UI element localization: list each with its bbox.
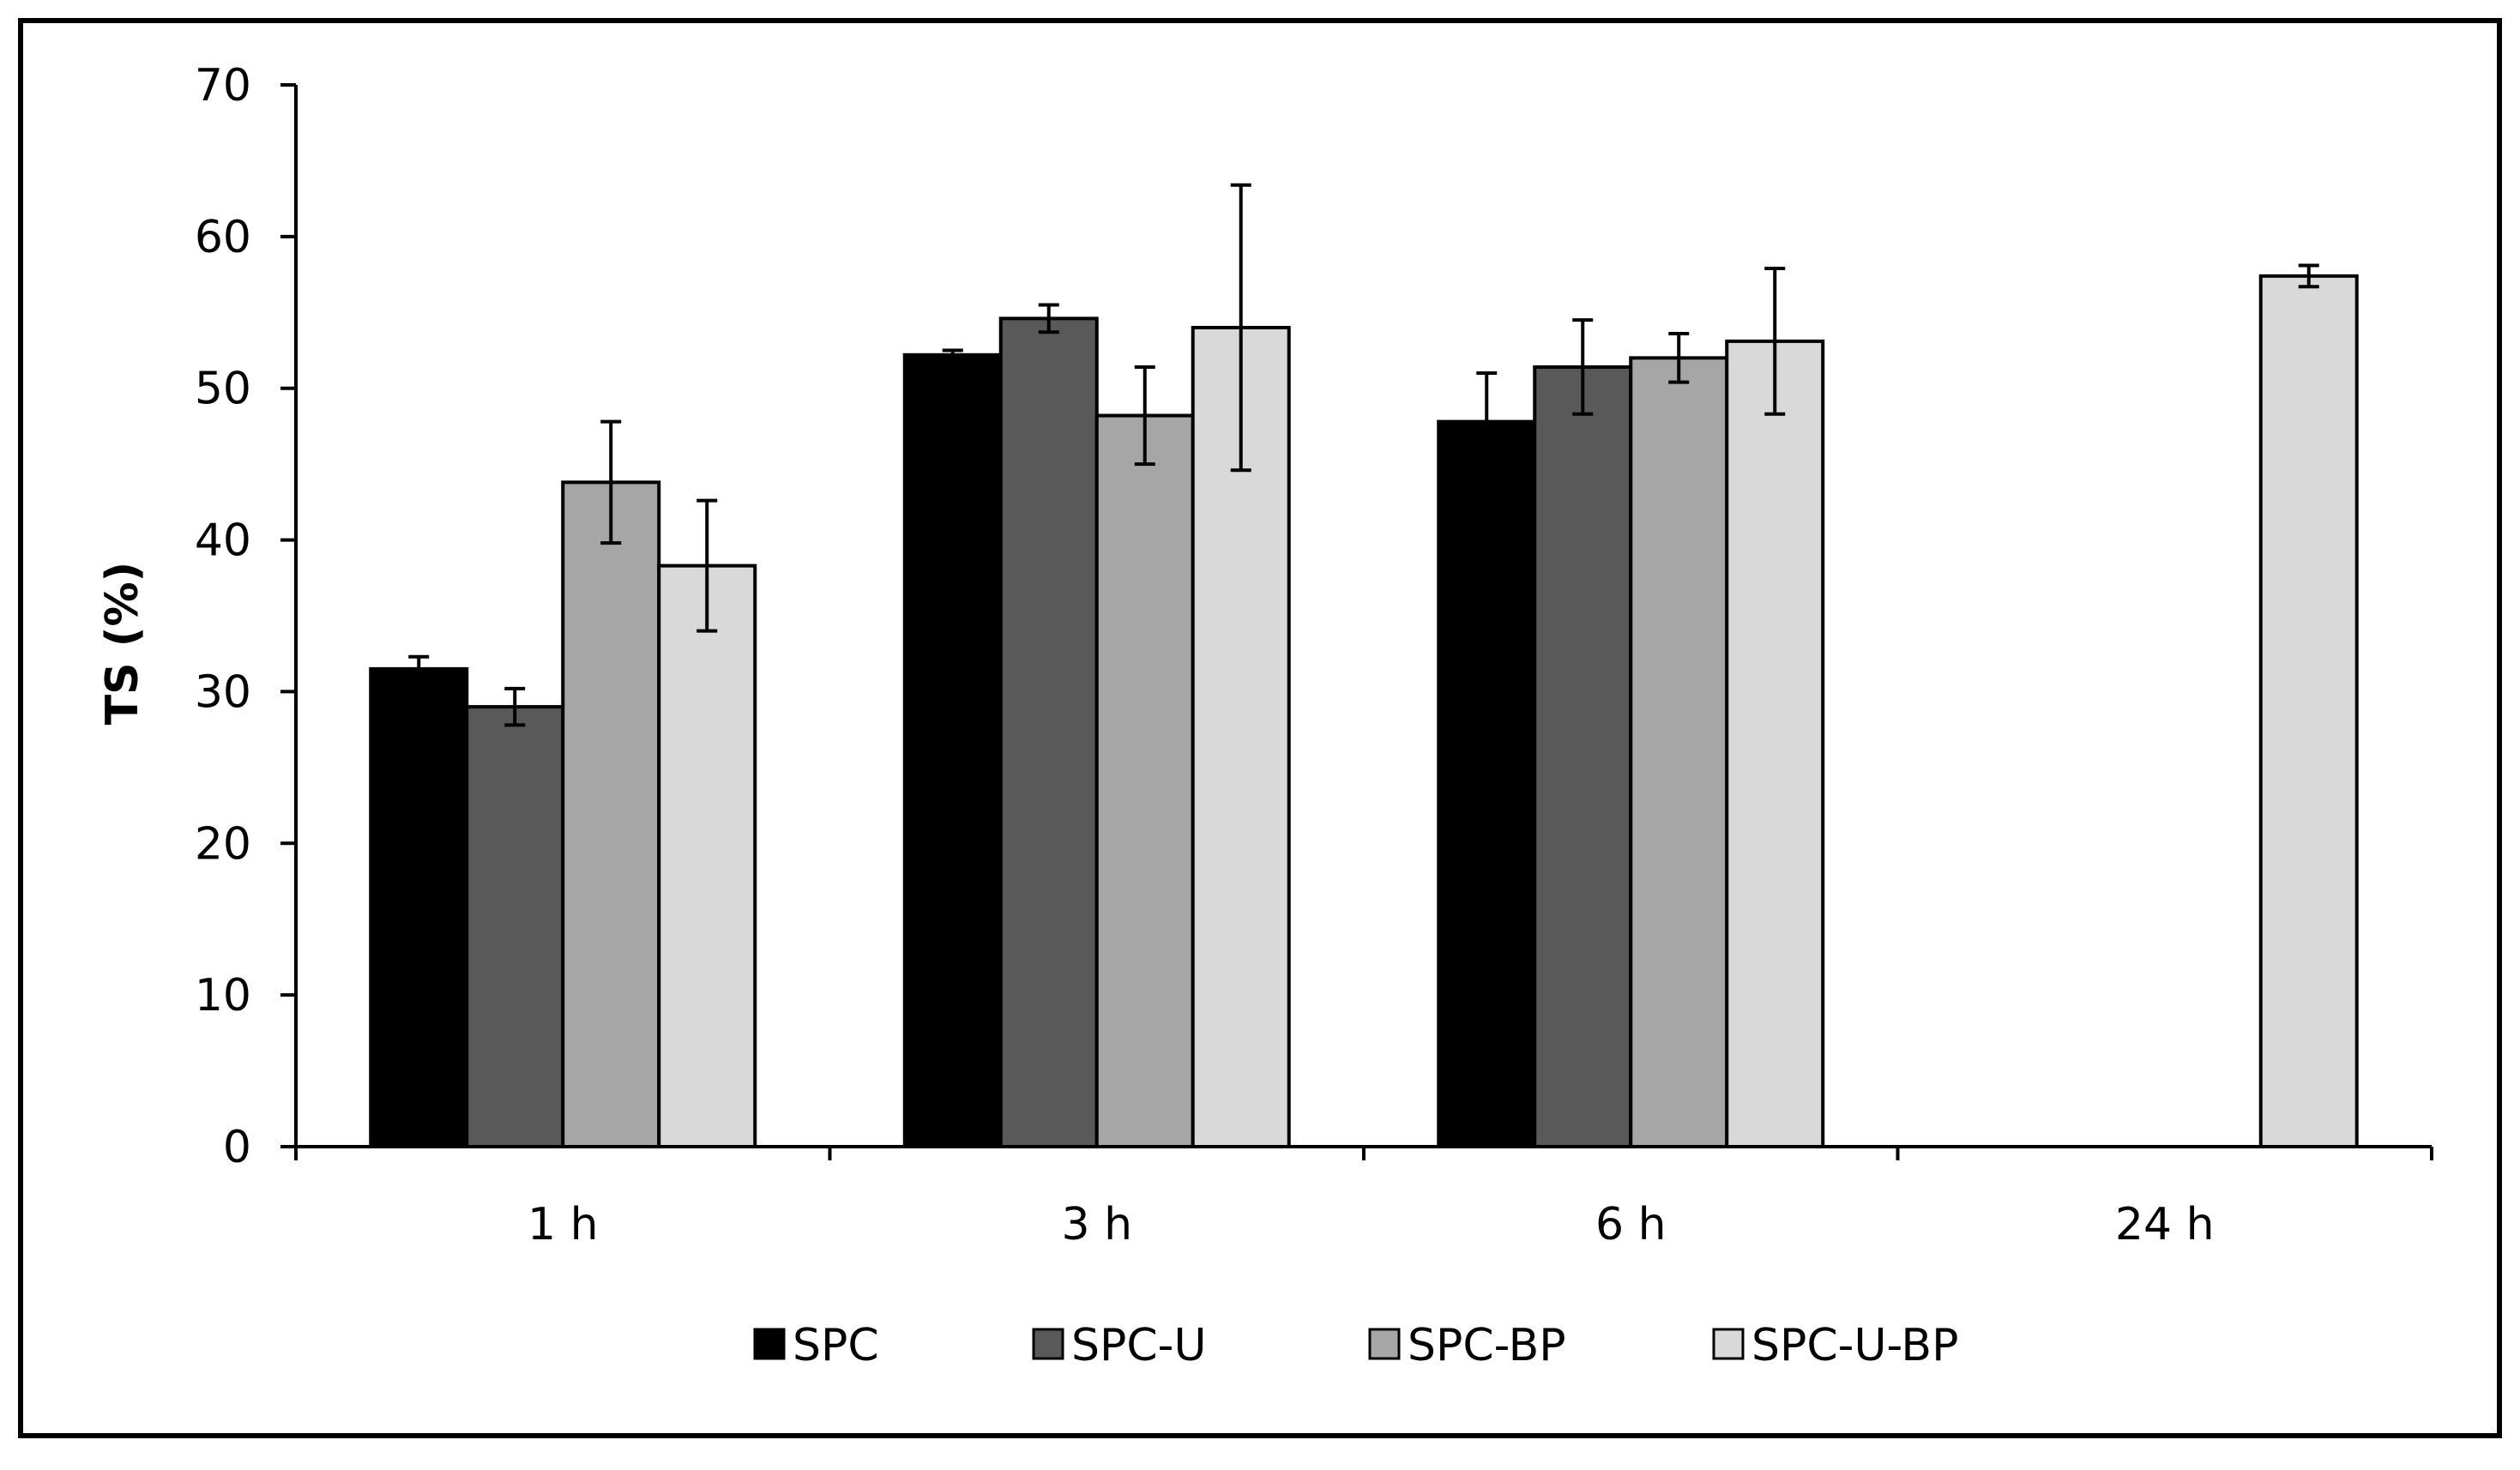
- bar-spc-u-2: [1533, 364, 1633, 1148]
- legend-swatch-spc-u-bp: [1712, 1328, 1745, 1360]
- y-tick-label: 0: [223, 1122, 251, 1173]
- legend-label-spc-u-bp: SPC-U-BP: [1751, 1320, 1958, 1371]
- bar-spc-u-0: [465, 705, 565, 1148]
- y-tick-label: 60: [195, 212, 251, 263]
- y-tick-label: 40: [195, 515, 251, 567]
- y-tick-label: 10: [195, 970, 251, 1021]
- x-category-label: 1 h: [528, 1199, 599, 1250]
- legend-swatch-spc: [753, 1328, 786, 1360]
- legend-label-spc: SPC: [793, 1320, 879, 1371]
- y-axis-label: TS (%): [97, 562, 148, 726]
- x-category-label: 6 h: [1595, 1199, 1667, 1250]
- legend-swatch-spc-u: [1032, 1328, 1064, 1360]
- bar-spc-u-bp-0: [657, 563, 757, 1148]
- y-tick-label: 20: [195, 818, 251, 870]
- y-tick-label: 70: [195, 60, 251, 111]
- legend-label-spc-u: SPC-U: [1071, 1320, 1207, 1371]
- bar-spc-bp-1: [1094, 413, 1195, 1148]
- y-tick-label: 50: [195, 364, 251, 415]
- x-category-label: 24 h: [2115, 1199, 2215, 1250]
- legend: SPC SPC-U SPC-BP SPC-U-BP: [753, 1320, 1958, 1371]
- bar-spc-u-bp-2: [1725, 339, 1825, 1149]
- x-category-label: 3 h: [1061, 1199, 1132, 1250]
- bar-spc-1: [902, 352, 1003, 1148]
- y-tick-label: 30: [195, 666, 251, 718]
- bar-spc-u-bp-3: [2258, 274, 2359, 1148]
- bar-spc-2: [1437, 419, 1537, 1148]
- bar-spc-0: [369, 666, 469, 1148]
- legend-swatch-spc-bp: [1368, 1328, 1401, 1360]
- bar-spc-u-1: [998, 316, 1099, 1148]
- bar-spc-bp-2: [1629, 356, 1729, 1149]
- bar-spc-bp-0: [561, 480, 661, 1148]
- legend-label-spc-bp: SPC-BP: [1408, 1320, 1566, 1371]
